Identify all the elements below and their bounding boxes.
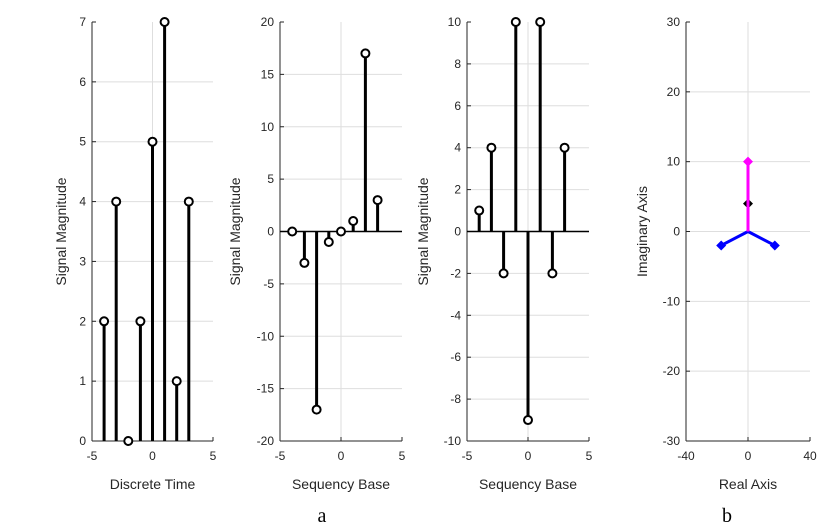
y-tick-label: 20 — [261, 15, 275, 29]
stem-marker — [299, 257, 310, 268]
stem-marker — [498, 268, 509, 279]
y-tick-label: -10 — [444, 434, 462, 448]
y-tick-label: 5 — [79, 135, 86, 149]
stem-marker — [111, 196, 122, 207]
y-tick-label: 10 — [667, 155, 681, 169]
y-tick-label: 4 — [79, 195, 86, 209]
y-tick-label: 7 — [79, 15, 86, 29]
y-tick-label: -8 — [450, 392, 461, 406]
y-axis-label: Signal Magnitude — [53, 177, 69, 285]
x-tick-label: 0 — [149, 449, 156, 463]
y-tick-label: 2 — [454, 183, 461, 197]
x-tick-label: -5 — [462, 449, 473, 463]
compass-arrow — [747, 230, 776, 247]
stem-marker — [372, 195, 383, 206]
stem-marker — [323, 236, 334, 247]
panel-4-compass: -40 0 40 -30 -20 -10 0 10 20 30 Real Axis Imaginary… — [634, 15, 817, 492]
x-tick-label: 5 — [586, 449, 593, 463]
y-tick-label: 3 — [79, 254, 86, 268]
y-tick-label: 6 — [79, 75, 86, 89]
x-tick-label: -5 — [87, 449, 98, 463]
stem-marker — [99, 316, 110, 327]
y-tick-label: 2 — [79, 314, 86, 328]
x-axis-label: Sequency Base — [292, 476, 390, 492]
y-tick-label: 8 — [454, 57, 461, 71]
x-tick-label: 5 — [399, 449, 406, 463]
stem-marker — [311, 404, 322, 415]
panel-3-sequency-base: -5 0 5 -10 -8 -6 -4 -2 0 2 4 6 8 10 Sequency Base Signa… — [415, 15, 593, 492]
compass-arrow-head — [743, 156, 753, 167]
y-tick-label: -6 — [450, 350, 461, 364]
x-tick-label: -40 — [677, 449, 695, 463]
stem-marker — [147, 136, 158, 147]
stem-marker — [183, 196, 194, 207]
y-tick-label: -20 — [257, 434, 275, 448]
stem-marker — [123, 436, 134, 446]
x-axis-label: Sequency Base — [479, 476, 577, 492]
y-tick-label: 30 — [667, 15, 681, 29]
panel-2-sequency-base: -5 0 5 -20 -15 -10 -5 0 5 10 15 20 Sequency Base Sign… — [227, 15, 406, 492]
y-tick-label: 10 — [448, 15, 462, 29]
stem-marker — [171, 376, 182, 387]
compass-arrow — [720, 230, 749, 247]
y-tick-label: 10 — [261, 120, 275, 134]
stem-marker — [474, 205, 485, 216]
stem-marker — [348, 216, 359, 227]
y-tick-label: 0 — [267, 225, 274, 239]
y-tick-label: -10 — [663, 294, 681, 308]
x-tick-label: 0 — [338, 449, 345, 463]
stem-marker — [559, 142, 570, 153]
x-axis-label: Discrete Time — [110, 476, 196, 492]
panel-label-b: b — [722, 505, 732, 527]
y-tick-label: 15 — [261, 67, 275, 81]
y-axis-label: Imaginary Axis — [634, 186, 650, 277]
y-tick-label: 5 — [267, 172, 274, 186]
y-tick-label: -30 — [663, 434, 681, 448]
x-tick-label: 5 — [210, 449, 217, 463]
y-tick-label: -4 — [450, 308, 461, 322]
panel-label-a: a — [318, 505, 327, 527]
y-tick-label: -15 — [257, 382, 275, 396]
x-tick-label: -5 — [275, 449, 286, 463]
y-tick-label: 1 — [79, 374, 86, 388]
y-tick-label: 4 — [454, 141, 461, 155]
y-tick-label: 0 — [673, 225, 680, 239]
y-tick-label: -2 — [450, 266, 461, 280]
stem-marker — [287, 226, 298, 237]
stem-marker — [159, 17, 170, 27]
x-tick-label: 40 — [803, 449, 817, 463]
x-tick-label: 0 — [525, 449, 532, 463]
y-tick-label: 6 — [454, 99, 461, 113]
stem-marker — [360, 48, 371, 59]
x-axis-label: Real Axis — [719, 476, 777, 492]
stem-marker — [135, 316, 146, 327]
compass-arrow-head — [769, 240, 780, 251]
stem-marker — [510, 17, 521, 27]
x-tick-label: 0 — [745, 449, 752, 463]
y-tick-label: 0 — [79, 434, 86, 448]
y-axis-label: Signal Magnitude — [415, 177, 431, 285]
stem-marker — [523, 415, 533, 426]
stem-marker — [547, 268, 558, 279]
y-axis-label: Signal Magnitude — [227, 177, 243, 285]
stem-marker — [336, 226, 346, 237]
y-tick-label: 20 — [667, 85, 681, 99]
y-tick-label: -20 — [663, 364, 681, 378]
y-tick-label: -10 — [257, 329, 275, 343]
stem-marker — [486, 142, 497, 153]
y-tick-label: -5 — [263, 277, 274, 291]
compass-arrow-head — [716, 240, 727, 251]
stem-marker — [535, 17, 546, 27]
y-tick-label: 0 — [454, 225, 461, 239]
